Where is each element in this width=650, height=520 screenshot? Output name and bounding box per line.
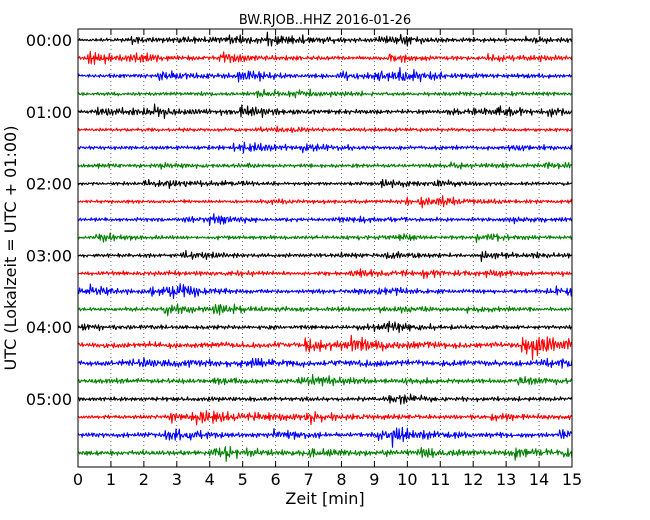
y-axis-ticks: 00:00 01:00 02:00 03:00 04:00 05:00 bbox=[26, 31, 84, 409]
trace-line bbox=[77, 232, 573, 244]
trace-line bbox=[77, 88, 573, 99]
y-tick-label: 04:00 bbox=[26, 318, 72, 337]
trace-line bbox=[77, 195, 573, 209]
trace-line bbox=[77, 31, 573, 47]
x-tick-label: 14 bbox=[529, 470, 549, 489]
x-tick-label: 7 bbox=[303, 470, 313, 489]
trace-line bbox=[77, 268, 573, 280]
trace-line bbox=[77, 213, 573, 226]
y-tick-label: 00:00 bbox=[26, 31, 72, 50]
trace-line bbox=[77, 320, 573, 334]
seismogram-traces bbox=[77, 31, 573, 462]
trace-line bbox=[77, 103, 573, 119]
y-tick-label: 03:00 bbox=[26, 246, 72, 265]
trace-line bbox=[77, 334, 573, 361]
trace-line bbox=[77, 283, 573, 299]
x-tick-label: 10 bbox=[397, 470, 417, 489]
trace-line bbox=[77, 410, 573, 426]
x-tick-label: 6 bbox=[271, 470, 281, 489]
x-tick-label: 9 bbox=[369, 470, 379, 489]
trace-line bbox=[77, 303, 573, 317]
x-tick-label: 15 bbox=[562, 470, 582, 489]
x-tick-label: 2 bbox=[139, 470, 149, 489]
trace-line bbox=[77, 125, 573, 134]
x-tick-label: 1 bbox=[106, 470, 116, 489]
trace-line bbox=[77, 67, 573, 83]
trace-line bbox=[77, 393, 573, 405]
x-axis-ticks: 0 1 2 3 4 5 6 7 8 9 10 11 12 13 14 15 bbox=[73, 29, 582, 489]
y-axis-label: UTC (Lokalzeit = UTC + 01:00) bbox=[1, 126, 20, 371]
x-tick-label: 12 bbox=[463, 470, 483, 489]
trace-line bbox=[77, 357, 573, 369]
x-tick-label: 8 bbox=[336, 470, 346, 489]
y-tick-label: 05:00 bbox=[26, 390, 72, 409]
trace-line bbox=[77, 161, 573, 170]
trace-line bbox=[77, 445, 573, 462]
trace-line bbox=[77, 50, 573, 65]
x-tick-label: 3 bbox=[172, 470, 182, 489]
x-tick-label: 13 bbox=[496, 470, 516, 489]
x-tick-label: 5 bbox=[238, 470, 248, 489]
trace-line bbox=[77, 249, 573, 263]
y-tick-label: 02:00 bbox=[26, 175, 72, 194]
x-tick-label: 4 bbox=[205, 470, 215, 489]
x-tick-label: 0 bbox=[73, 470, 83, 489]
x-axis-label: Zeit [min] bbox=[285, 489, 364, 508]
chart-title: BW.RJOB..HHZ 2016-01-26 bbox=[239, 13, 411, 28]
x-tick-label: 11 bbox=[430, 470, 450, 489]
trace-line bbox=[77, 178, 573, 189]
y-tick-label: 01:00 bbox=[26, 103, 72, 122]
trace-line bbox=[77, 426, 573, 448]
plot-frame bbox=[77, 28, 573, 468]
trace-line bbox=[77, 374, 573, 387]
trace-line bbox=[77, 141, 573, 154]
